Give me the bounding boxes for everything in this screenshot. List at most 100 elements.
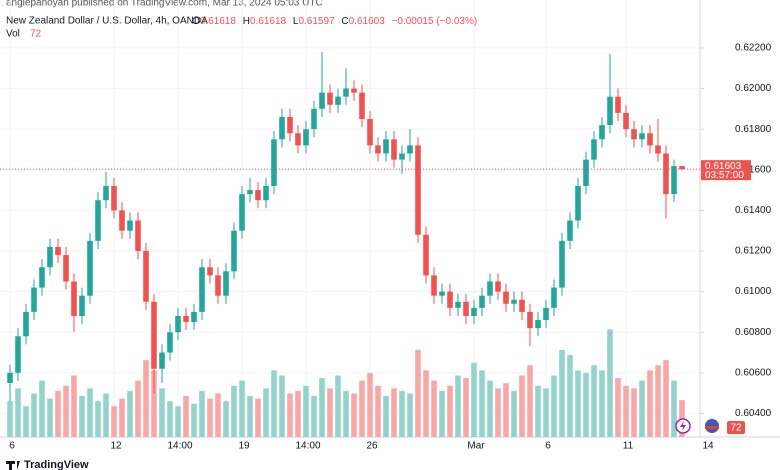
candle-body (583, 159, 589, 187)
volume-label: Vol (6, 29, 20, 40)
y-tick-label: 0.61800 (735, 124, 772, 135)
candle-body (295, 133, 301, 146)
candle-body (359, 92, 365, 119)
candle-body (231, 230, 237, 272)
x-tick-label: 19 (238, 441, 250, 452)
volume-bar (543, 388, 549, 437)
countdown-label: 03:57:00 (705, 170, 744, 181)
candle-body (479, 295, 485, 308)
low-value: 0.61597 (298, 16, 335, 27)
volume-bar (127, 390, 133, 437)
y-tick-label: 0.60800 (735, 327, 772, 338)
volume-bar (591, 365, 597, 437)
volume-bar (111, 406, 117, 437)
publish-header: anglepanoyan published on TradingView.co… (6, 0, 323, 9)
candle-body (383, 139, 389, 154)
candle-body (415, 145, 421, 235)
candle-body (111, 186, 117, 211)
volume-bar (247, 396, 253, 437)
volume-bar (671, 380, 677, 437)
volume-bar (319, 378, 325, 437)
volume-bar (15, 388, 21, 437)
volume-bar (495, 388, 501, 437)
volume-bar (519, 375, 525, 437)
open-value: 0.61618 (200, 16, 237, 27)
ohlc-legend: O0.61618 H0.61618 L0.61597 C0.61603 −0.0… (192, 16, 477, 27)
candle-body (127, 220, 133, 231)
volume-bar (567, 355, 573, 437)
volume-bar (39, 380, 45, 437)
volume-bar (551, 375, 557, 437)
volume-bar (151, 370, 157, 437)
candle-body (551, 287, 557, 308)
volume-bar (303, 385, 309, 437)
candle-body (103, 186, 109, 201)
candle-body (471, 307, 477, 316)
candle-body (207, 267, 213, 276)
volume-bar (7, 401, 13, 437)
volume-bar (215, 393, 221, 437)
candle-body (599, 125, 605, 140)
candle-body (535, 320, 541, 329)
grid: 0.62200 0.62000 0.61800 0.61600 0.61400 0.612… (0, 0, 772, 452)
volume-bar (119, 398, 125, 437)
volume-bar (87, 388, 93, 437)
candle-body (175, 315, 181, 333)
volume-badge-text: 72 (730, 423, 742, 434)
candle-body (303, 129, 309, 146)
candle-body (671, 166, 677, 195)
candle-body (287, 116, 293, 134)
volume-bar (175, 406, 181, 437)
volume-bar (487, 380, 493, 437)
volume-bar (575, 370, 581, 437)
y-tick-label: 0.61600 (735, 164, 772, 175)
open-label: O (192, 16, 200, 27)
candle-body (95, 200, 101, 241)
candle-body (439, 291, 445, 296)
volume-bar (31, 393, 37, 437)
volume-bar (423, 370, 429, 437)
candle-body (375, 145, 381, 154)
candle-body (559, 240, 565, 288)
candle-body (151, 301, 157, 369)
volume-bar (639, 380, 645, 437)
volume-bar (351, 393, 357, 437)
volume-bar (399, 390, 405, 437)
candle-body (351, 88, 357, 93)
candle-body (271, 139, 277, 187)
volume-bar (375, 385, 381, 437)
candle-body (639, 133, 645, 140)
volume-bar (647, 370, 653, 437)
candle-body (311, 108, 317, 130)
volume-bar (359, 380, 365, 437)
volume-bar (511, 390, 517, 437)
x-tick-label: 14 (702, 441, 714, 452)
candle-body (183, 315, 189, 323)
volume-bar (463, 378, 469, 437)
candle-body (527, 311, 533, 329)
volume-bar (583, 372, 589, 437)
candle-body (199, 267, 205, 312)
candle-body (263, 186, 269, 201)
volume-bar (223, 401, 229, 437)
candle-body (423, 234, 429, 276)
volume-bar (535, 385, 541, 437)
volume-bar (279, 375, 285, 437)
volume-bar (623, 385, 629, 437)
y-tick-label: 0.62000 (735, 83, 772, 94)
volume-bar (103, 393, 109, 437)
volume-bar (391, 388, 397, 437)
candle-body (623, 112, 629, 130)
volume-bar (263, 388, 269, 437)
candle-body (87, 240, 93, 296)
volume-bar (503, 383, 509, 437)
y-tick-label: 0.60600 (735, 367, 772, 378)
candle-body (23, 311, 29, 337)
volume-bar (239, 380, 245, 437)
candles (7, 51, 685, 402)
close-value: 0.61603 (349, 16, 386, 27)
candle-body (343, 88, 349, 97)
x-tick-label: 14:00 (167, 441, 192, 452)
candle-body (119, 210, 125, 231)
